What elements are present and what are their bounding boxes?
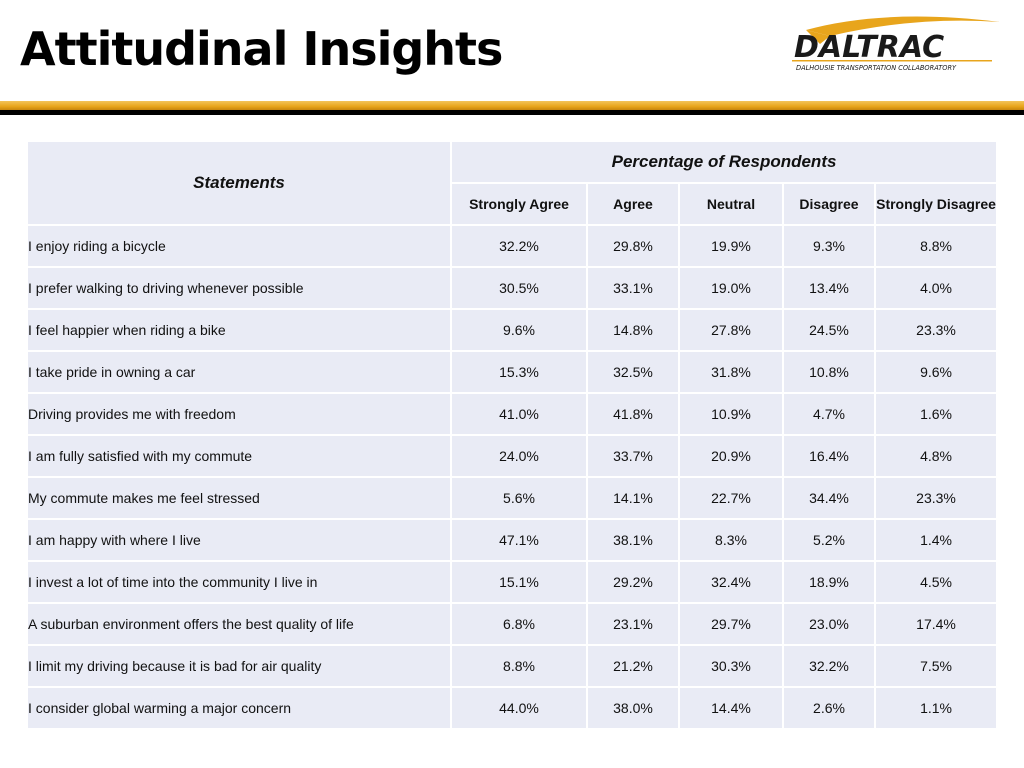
percentage-cell: 19.0% <box>680 268 784 310</box>
table-row: I feel happier when riding a bike 9.6% 14.… <box>28 310 997 352</box>
percentage-cell: 29.8% <box>588 226 680 268</box>
percentage-cell: 4.5% <box>876 562 997 604</box>
percentage-cell: 27.8% <box>680 310 784 352</box>
percentage-cell: 23.3% <box>876 310 997 352</box>
table-row: I consider global warming a major concer… <box>28 688 997 730</box>
percentage-cell: 7.5% <box>876 646 997 688</box>
statement-cell: I am happy with where I live <box>28 520 452 562</box>
attitudes-table: Statements Percentage of Respondents Str… <box>28 142 997 730</box>
table-row: I limit my driving because it is bad for… <box>28 646 997 688</box>
percentage-cell: 5.6% <box>452 478 588 520</box>
percentage-cell: 21.2% <box>588 646 680 688</box>
statement-cell: I invest a lot of time into the communit… <box>28 562 452 604</box>
percentage-cell: 22.7% <box>680 478 784 520</box>
percentage-cell: 23.1% <box>588 604 680 646</box>
percentage-cell: 32.2% <box>452 226 588 268</box>
percentage-cell: 9.6% <box>452 310 588 352</box>
percentage-cell: 23.0% <box>784 604 876 646</box>
percentage-cell: 4.0% <box>876 268 997 310</box>
percentage-cell: 30.5% <box>452 268 588 310</box>
percentage-cell: 33.7% <box>588 436 680 478</box>
percentage-cell: 44.0% <box>452 688 588 730</box>
percentage-cell: 32.5% <box>588 352 680 394</box>
percentage-cell: 47.1% <box>452 520 588 562</box>
col-strongly-disagree: Strongly Disagree <box>876 184 997 226</box>
table-row: I enjoy riding a bicycle 32.2% 29.8% 19.9% 9… <box>28 226 997 268</box>
percentage-cell: 23.3% <box>876 478 997 520</box>
percentage-cell: 14.4% <box>680 688 784 730</box>
percentage-cell: 32.2% <box>784 646 876 688</box>
percentage-cell: 9.3% <box>784 226 876 268</box>
percentage-cell: 29.2% <box>588 562 680 604</box>
percentage-cell: 32.4% <box>680 562 784 604</box>
percentage-cell: 1.6% <box>876 394 997 436</box>
percentage-cell: 4.8% <box>876 436 997 478</box>
percentage-cell: 24.0% <box>452 436 588 478</box>
percentage-cell: 30.3% <box>680 646 784 688</box>
title-rule-black <box>0 110 1024 115</box>
table-row: I am happy with where I live 47.1% 38.1% 8.… <box>28 520 997 562</box>
percentage-cell: 16.4% <box>784 436 876 478</box>
col-disagree: Disagree <box>784 184 876 226</box>
title-rule-gold <box>0 101 1024 110</box>
percentage-cell: 31.8% <box>680 352 784 394</box>
statement-cell: My commute makes me feel stressed <box>28 478 452 520</box>
percentage-cell: 15.3% <box>452 352 588 394</box>
statements-header: Statements <box>28 142 452 226</box>
page-title: Attitudinal Insights <box>20 22 503 76</box>
percentage-cell: 41.8% <box>588 394 680 436</box>
statement-cell: I am fully satisfied with my commute <box>28 436 452 478</box>
statement-cell: Driving provides me with freedom <box>28 394 452 436</box>
table-row: I invest a lot of time into the communit… <box>28 562 997 604</box>
statement-cell: A suburban environment offers the best q… <box>28 604 452 646</box>
table-row: Driving provides me with freedom 41.0% 41.… <box>28 394 997 436</box>
percentage-cell: 8.3% <box>680 520 784 562</box>
percentage-cell: 14.1% <box>588 478 680 520</box>
percentage-cell: 33.1% <box>588 268 680 310</box>
statement-cell: I limit my driving because it is bad for… <box>28 646 452 688</box>
col-agree: Agree <box>588 184 680 226</box>
percentage-cell: 6.8% <box>452 604 588 646</box>
percentage-cell: 14.8% <box>588 310 680 352</box>
percentage-cell: 18.9% <box>784 562 876 604</box>
percentage-cell: 34.4% <box>784 478 876 520</box>
percentage-cell: 1.4% <box>876 520 997 562</box>
logo-tagline: DALHOUSIE TRANSPORTATION COLLABORATORY <box>796 64 957 72</box>
statement-cell: I feel happier when riding a bike <box>28 310 452 352</box>
percentage-cell: 38.0% <box>588 688 680 730</box>
col-neutral: Neutral <box>680 184 784 226</box>
percentage-cell: 8.8% <box>452 646 588 688</box>
table-body: I enjoy riding a bicycle 32.2% 29.8% 19.9% 9… <box>28 226 997 730</box>
percentage-cell: 5.2% <box>784 520 876 562</box>
percentage-header: Percentage of Respondents <box>452 142 997 184</box>
statement-cell: I consider global warming a major concer… <box>28 688 452 730</box>
percentage-cell: 10.8% <box>784 352 876 394</box>
percentage-cell: 8.8% <box>876 226 997 268</box>
percentage-cell: 24.5% <box>784 310 876 352</box>
table-row: A suburban environment offers the best q… <box>28 604 997 646</box>
percentage-cell: 15.1% <box>452 562 588 604</box>
percentage-cell: 29.7% <box>680 604 784 646</box>
table-row: I take pride in owning a car 15.3% 32.5% 31… <box>28 352 997 394</box>
table-row: My commute makes me feel stressed 5.6% 14.… <box>28 478 997 520</box>
percentage-cell: 38.1% <box>588 520 680 562</box>
percentage-cell: 9.6% <box>876 352 997 394</box>
statement-cell: I take pride in owning a car <box>28 352 452 394</box>
percentage-cell: 19.9% <box>680 226 784 268</box>
table-row: I prefer walking to driving whenever pos… <box>28 268 997 310</box>
percentage-cell: 13.4% <box>784 268 876 310</box>
percentage-cell: 2.6% <box>784 688 876 730</box>
statement-cell: I prefer walking to driving whenever pos… <box>28 268 452 310</box>
daltrac-logo: DALTRAC DALHOUSIE TRANSPORTATION COLLABO… <box>792 16 1000 72</box>
logo-wordmark: DALTRAC <box>794 30 944 65</box>
table-row: I am fully satisfied with my commute 24.0… <box>28 436 997 478</box>
percentage-cell: 20.9% <box>680 436 784 478</box>
percentage-cell: 1.1% <box>876 688 997 730</box>
percentage-cell: 10.9% <box>680 394 784 436</box>
percentage-cell: 4.7% <box>784 394 876 436</box>
col-strongly-agree: Strongly Agree <box>452 184 588 226</box>
percentage-cell: 17.4% <box>876 604 997 646</box>
percentage-cell: 41.0% <box>452 394 588 436</box>
statement-cell: I enjoy riding a bicycle <box>28 226 452 268</box>
